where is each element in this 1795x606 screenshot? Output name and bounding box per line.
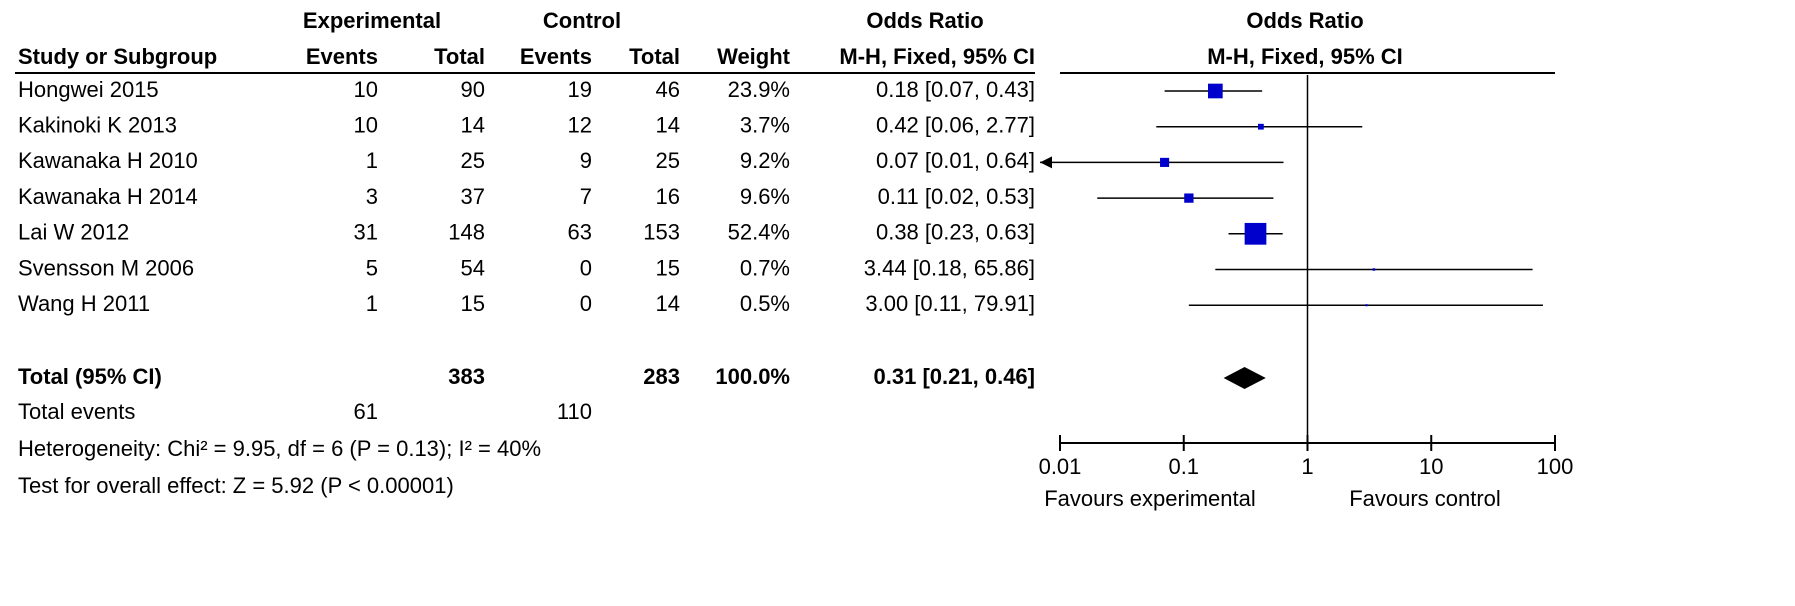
- heterogeneity: Heterogeneity: Chi² = 9.95, df = 6 (P = …: [18, 436, 541, 461]
- study-box: [1244, 222, 1267, 245]
- cell: 3.44 [0.18, 65.86]: [864, 255, 1035, 280]
- study-name: Svensson M 2006: [18, 255, 194, 280]
- cell: 3.00 [0.11, 79.91]: [865, 291, 1035, 316]
- cell: 0.5%: [740, 291, 790, 316]
- study-name: Hongwei 2015: [18, 77, 159, 102]
- ci-arrow: [1040, 156, 1052, 169]
- cell: 12: [568, 113, 592, 138]
- cell: 46: [656, 77, 680, 102]
- study-box: [1160, 157, 1170, 167]
- study-box: [1208, 83, 1223, 99]
- cell: 25: [461, 148, 485, 173]
- study-box: [1184, 193, 1194, 203]
- cell: 0.38 [0.23, 0.63]: [876, 220, 1035, 245]
- plot-subtitle: M-H, Fixed, 95% CI: [1207, 44, 1403, 69]
- total-events-label: Total events: [18, 399, 135, 424]
- cell: 9.6%: [740, 184, 790, 209]
- x-tick-label: 1: [1301, 454, 1313, 479]
- group-header: Experimental: [303, 8, 441, 33]
- cell: 90: [461, 77, 485, 102]
- cell: 3: [366, 184, 378, 209]
- column-header: Total: [434, 44, 485, 69]
- cell: 383: [448, 364, 485, 389]
- column-header: M-H, Fixed, 95% CI: [839, 44, 1035, 69]
- cell: 23.9%: [728, 77, 790, 102]
- cell: 31: [354, 220, 378, 245]
- cell: 0: [580, 291, 592, 316]
- x-tick-label: 0.1: [1168, 454, 1199, 479]
- cell: 0.31 [0.21, 0.46]: [874, 364, 1035, 389]
- cell: 153: [643, 220, 680, 245]
- plot-title: Odds Ratio: [1246, 8, 1363, 33]
- cell: 110: [557, 399, 592, 424]
- cell: 3.7%: [740, 113, 790, 138]
- favours-left: Favours experimental: [1044, 486, 1256, 511]
- cell: 9.2%: [740, 148, 790, 173]
- cell: 63: [568, 220, 592, 245]
- study-name: Kawanaka H 2010: [18, 148, 198, 173]
- cell: 100.0%: [715, 364, 790, 389]
- study-name: Kakinoki K 2013: [18, 113, 177, 138]
- cell: 1: [366, 291, 378, 316]
- study-name: Kawanaka H 2014: [18, 184, 198, 209]
- group-header: Odds Ratio: [866, 8, 983, 33]
- total-diamond: [1223, 367, 1266, 389]
- cell: 15: [656, 255, 680, 280]
- cell: 0.7%: [740, 255, 790, 280]
- cell: 0.18 [0.07, 0.43]: [876, 77, 1035, 102]
- cell: 61: [354, 399, 378, 424]
- cell: 52.4%: [728, 220, 790, 245]
- cell: 7: [580, 184, 592, 209]
- column-header: Weight: [717, 44, 791, 69]
- cell: 16: [656, 184, 680, 209]
- cell: 25: [656, 148, 680, 173]
- cell: 14: [656, 113, 680, 138]
- study-box: [1372, 268, 1376, 271]
- cell: 0.11 [0.02, 0.53]: [878, 184, 1035, 209]
- group-header: Control: [543, 8, 621, 33]
- cell: 14: [461, 113, 485, 138]
- x-tick-label: 0.01: [1039, 454, 1082, 479]
- total-label: Total (95% CI): [18, 364, 162, 389]
- cell: 37: [461, 184, 485, 209]
- cell: 10: [354, 113, 378, 138]
- study-box: [1257, 123, 1264, 130]
- overall-effect: Test for overall effect: Z = 5.92 (P < 0…: [18, 473, 454, 498]
- cell: 10: [354, 77, 378, 102]
- column-header: Events: [306, 44, 378, 69]
- column-header: Events: [520, 44, 592, 69]
- favours-right: Favours control: [1349, 486, 1501, 511]
- column-header: Total: [629, 44, 680, 69]
- cell: 19: [568, 77, 592, 102]
- column-header: Study or Subgroup: [18, 44, 217, 69]
- cell: 15: [461, 291, 485, 316]
- study-name: Wang H 2011: [18, 291, 150, 316]
- cell: 1: [366, 148, 378, 173]
- cell: 54: [461, 255, 485, 280]
- cell: 0.07 [0.01, 0.64]: [876, 148, 1035, 173]
- cell: 0.42 [0.06, 2.77]: [876, 113, 1035, 138]
- study-box: [1365, 304, 1368, 307]
- x-tick-label: 100: [1537, 454, 1574, 479]
- cell: 283: [643, 364, 680, 389]
- cell: 5: [366, 255, 378, 280]
- cell: 148: [448, 220, 485, 245]
- cell: 9: [580, 148, 592, 173]
- study-name: Lai W 2012: [18, 220, 129, 245]
- x-tick-label: 10: [1419, 454, 1443, 479]
- cell: 14: [656, 291, 680, 316]
- cell: 0: [580, 255, 592, 280]
